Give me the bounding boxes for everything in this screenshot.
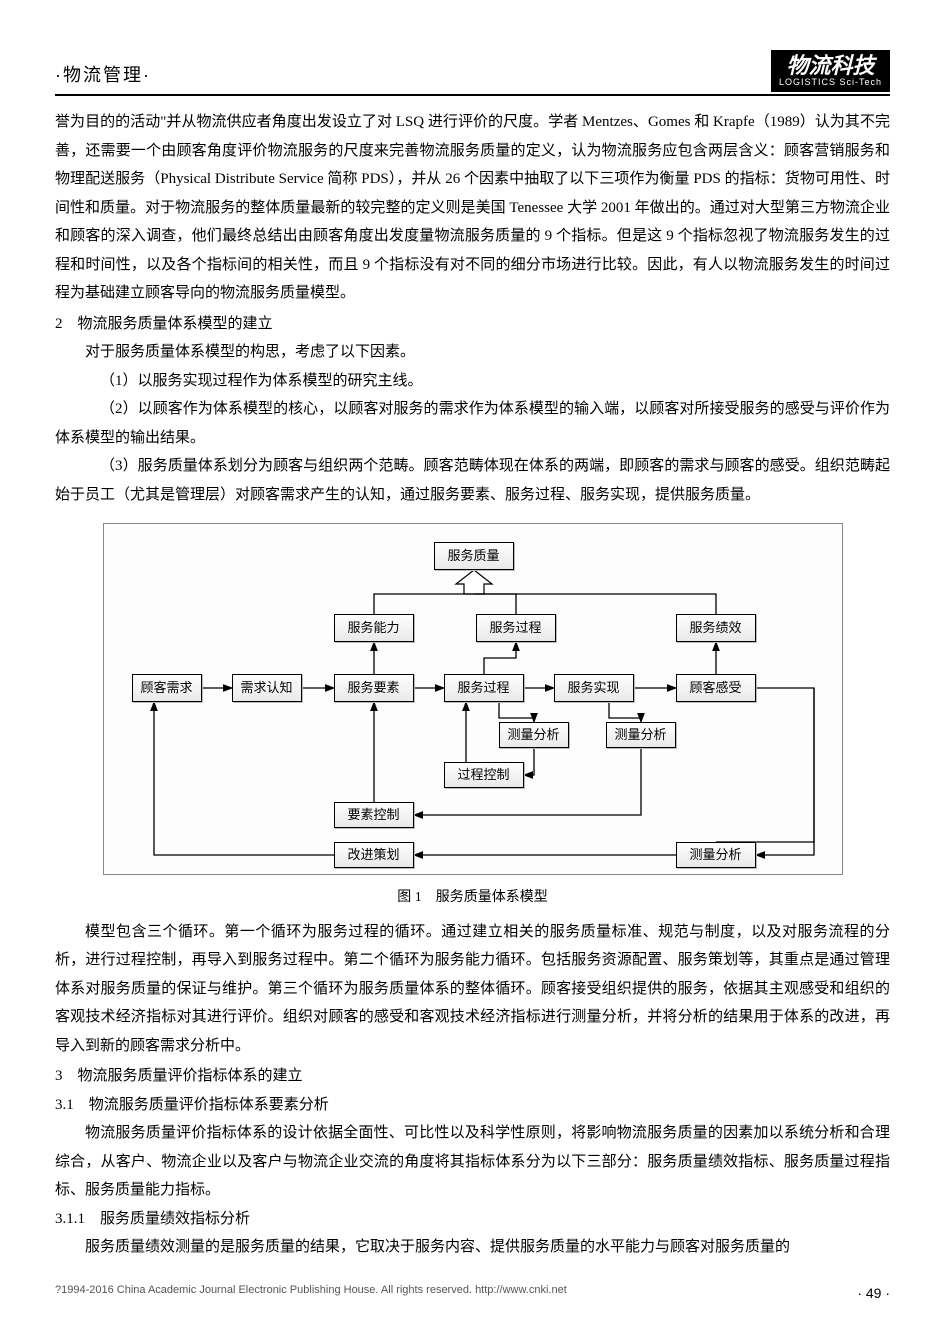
flow-node-n_perf: 服务绩效 xyxy=(676,614,756,642)
paragraph-8: 服务质量绩效测量的是服务质量的结果，它取决于服务内容、提供服务质量的水平能力与顾… xyxy=(55,1233,890,1262)
journal-logo: 物流科技 LOGISTICS Sci-Tech xyxy=(771,50,890,92)
flow-node-n_cust_feel: 顾客感受 xyxy=(676,674,756,702)
logo-main: 物流科技 xyxy=(779,54,882,78)
flow-node-n_elem_ctrl: 要素控制 xyxy=(334,802,414,828)
flow-node-n_realize: 服务实现 xyxy=(554,674,634,702)
flow-node-n_measure2: 测量分析 xyxy=(606,722,676,748)
heading-3: 3 物流服务质量评价指标体系的建立 xyxy=(55,1062,890,1091)
paragraph-5: （3）服务质量体系划分为顾客与组织两个范畴。顾客范畴体现在体系的两端，即顾客的需… xyxy=(55,452,890,509)
flowchart-canvas: 服务质量服务能力服务过程服务绩效顾客需求需求认知服务要素服务过程服务实现顾客感受… xyxy=(103,523,843,875)
flow-node-n_process_upper: 服务过程 xyxy=(476,614,556,642)
flow-node-n_measure1: 测量分析 xyxy=(499,722,569,748)
heading-2: 2 物流服务质量体系模型的建立 xyxy=(55,310,890,339)
heading-3-1: 3.1 物流服务质量评价指标体系要素分析 xyxy=(55,1091,890,1120)
flow-node-n_improve: 改进策划 xyxy=(334,842,414,868)
figure-caption: 图 1 服务质量体系模型 xyxy=(397,885,548,912)
paragraph-7: 物流服务质量评价指标体系的设计依据全面性、可比性以及科学性原则，将影响物流服务质… xyxy=(55,1119,890,1205)
page-header: ·物流管理· 物流科技 LOGISTICS Sci-Tech xyxy=(55,50,890,96)
paragraph-2: 对于服务质量体系模型的构思，考虑了以下因素。 xyxy=(55,338,890,367)
flow-node-n_measure3: 测量分析 xyxy=(676,842,756,868)
flow-node-n_proc_ctrl: 过程控制 xyxy=(444,762,524,788)
paragraph-4: （2）以顾客作为体系模型的核心，以顾客对服务的需求作为体系模型的输入端，以顾客对… xyxy=(55,395,890,452)
figure-1: 服务质量服务能力服务过程服务绩效顾客需求需求认知服务要素服务过程服务实现顾客感受… xyxy=(55,523,890,912)
flow-node-n_elem: 服务要素 xyxy=(334,674,414,702)
paragraph-1: 誉为目的的活动"并从物流供应者角度出发设立了对 LSQ 进行评价的尺度。学者 M… xyxy=(55,108,890,308)
flow-node-n_ability: 服务能力 xyxy=(334,614,414,642)
section-label: ·物流管理· xyxy=(55,58,151,92)
page-number: · 49 · xyxy=(857,1280,890,1307)
copyright-text: ?1994-2016 China Academic Journal Electr… xyxy=(55,1280,567,1307)
flow-node-n_quality: 服务质量 xyxy=(434,542,514,570)
paragraph-3: （1）以服务实现过程作为体系模型的研究主线。 xyxy=(55,367,890,396)
logo-sub: LOGISTICS Sci-Tech xyxy=(779,78,882,88)
flow-node-n_cust_need: 顾客需求 xyxy=(132,674,202,702)
paragraph-6: 模型包含三个循环。第一个循环为服务过程的循环。通过建立相关的服务质量标准、规范与… xyxy=(55,918,890,1061)
flow-node-n_process_main: 服务过程 xyxy=(444,674,524,702)
heading-3-1-1: 3.1.1 服务质量绩效指标分析 xyxy=(55,1205,890,1234)
flow-node-n_need_cog: 需求认知 xyxy=(232,674,302,702)
page-footer: ?1994-2016 China Academic Journal Electr… xyxy=(55,1280,890,1307)
